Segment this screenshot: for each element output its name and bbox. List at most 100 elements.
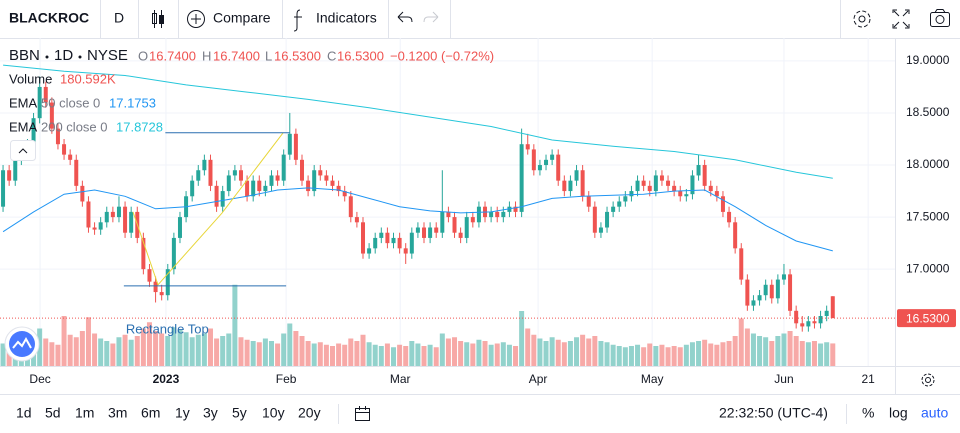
volume-label: Volume [9,71,52,86]
volume-bar [757,336,763,366]
volume-bar [116,337,122,366]
volume-bar [635,344,641,366]
legend-o-label: O [138,48,148,63]
candle-body [525,144,530,150]
candle-body [98,222,103,230]
symbol-search[interactable]: BLACKROC [9,10,89,26]
range-button[interactable]: 10y [262,405,285,421]
separator-dot [78,55,82,59]
range-button[interactable]: 5y [232,405,247,421]
volume-bar [702,339,708,366]
range-button[interactable]: 1y [175,405,190,421]
candle-body [476,206,481,223]
candle-body [458,232,463,238]
range-buttons: 1d 5d 1m 3m 6m 1y 3y 5y 10y 20y [16,405,321,421]
volume-bar [67,334,73,366]
volume-bar [415,343,421,366]
volume-bar [220,336,226,366]
range-button[interactable]: 3m [108,405,127,421]
compare-button[interactable]: Compare [213,10,271,26]
volume-bar [732,336,738,366]
settings-icon[interactable] [853,10,871,28]
range-button[interactable]: 1d [16,405,32,421]
volume-bar [250,341,256,366]
volume-bar [616,346,622,366]
indicators-icon[interactable] [293,9,301,32]
redo-icon[interactable] [423,11,439,23]
volume-bar [427,344,433,366]
volume-bar [696,341,702,366]
volume-bar [513,346,519,366]
y-tick-label: 17.5000 [906,209,950,223]
candle-body [190,180,195,197]
chart-type-icon[interactable] [152,10,164,28]
last-price-label: 16.5300 [906,311,950,325]
volume-bar [708,343,714,366]
screenshot-icon[interactable] [930,9,950,27]
indicator-params: 200 close 0 [41,119,108,134]
candle-body [513,206,518,212]
interval-button[interactable]: D [114,10,124,26]
logo[interactable] [4,326,40,362]
candle-body [37,86,42,119]
volume-bar [348,338,354,366]
candle-body [708,185,713,192]
volume-bar [329,346,335,366]
range-button[interactable]: 5d [45,405,61,421]
compare-icon[interactable] [187,10,205,28]
candle-body [574,170,579,181]
volume-bar [122,334,128,366]
toolbar-separators [100,0,841,38]
candle-body [330,180,335,186]
candle-body [129,211,134,233]
indicators-button[interactable]: Indicators [316,10,377,26]
volume-bar [305,341,311,366]
candle-body [452,217,457,233]
candle-body [635,180,640,192]
volume-bar [366,342,372,366]
volume-bar [610,344,616,366]
volume-bar [37,328,43,366]
candle-body [666,180,671,186]
x-tick-label: 2023 [153,372,180,386]
candle-body [629,191,634,197]
range-button[interactable]: 1m [75,405,94,421]
candle-body [763,284,768,296]
range-button[interactable]: 20y [298,405,321,421]
volume-bar [153,331,159,366]
candle-body [580,170,585,197]
clock: 22:32:50 (UTC-4) [719,405,828,421]
range-button[interactable]: 6m [141,405,160,421]
volume-bar [555,339,561,366]
volume-bar [177,329,183,366]
legend-collapse-button[interactable] [10,140,36,161]
candle-body [690,175,695,195]
volume-bar [372,344,378,366]
x-tick-label: 21 [861,372,875,386]
percent-toggle[interactable]: % [862,405,874,421]
volume-bar [665,347,671,366]
date-range-icon[interactable] [355,406,370,421]
fullscreen-icon[interactable] [892,9,910,29]
legend-h-label: H [202,48,211,63]
volume-bar [580,334,586,366]
candle-body [775,279,780,299]
volume-bar [671,346,677,366]
axis-settings-icon[interactable] [921,373,935,387]
volume-bar [519,311,525,366]
volume-bar [232,284,238,366]
candle-body [678,191,683,197]
auto-toggle[interactable]: auto [921,405,948,421]
log-toggle[interactable]: log [889,405,908,421]
volume-bar [476,339,482,366]
volume-bar [830,343,836,366]
volume-bar [714,344,720,366]
volume-bar [391,347,397,366]
volume-bar [781,333,787,366]
volume-bar [744,328,750,366]
undo-icon[interactable] [397,11,413,23]
range-button[interactable]: 3y [203,405,218,421]
legend-change: −0.1200 (−0.72%) [390,48,494,63]
volume-bar [256,342,262,366]
x-tick-label: Apr [529,372,548,386]
